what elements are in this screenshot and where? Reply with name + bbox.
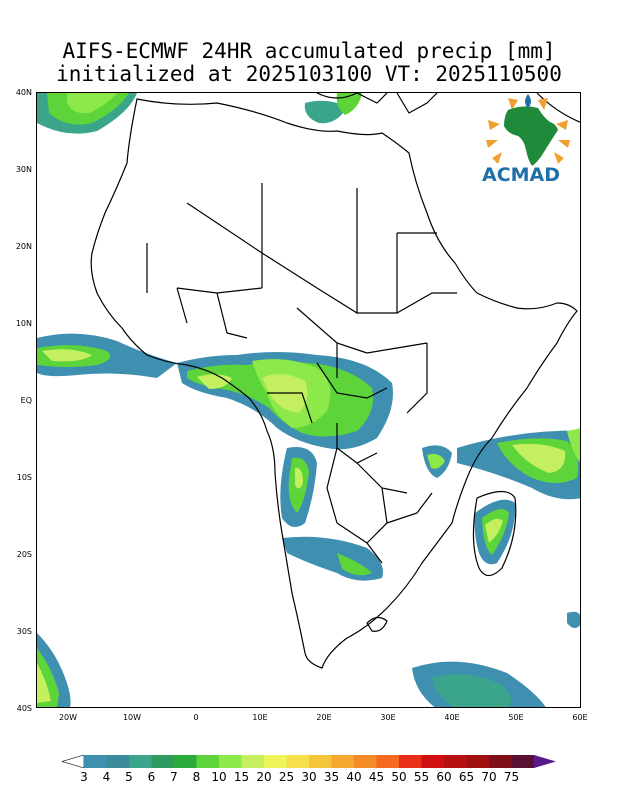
colorbar-label: 30 <box>301 770 317 784</box>
colorbar-segment <box>331 755 355 768</box>
colorbar-label: 7 <box>170 770 178 784</box>
colorbar-segment <box>444 755 467 768</box>
lat-label-30n: 30N <box>15 165 32 174</box>
colorbar-label: 6 <box>147 770 156 784</box>
colorbar-segment <box>354 755 377 768</box>
coastlines <box>90 93 580 669</box>
colorbar-label: 45 <box>368 770 385 784</box>
colorbar-segment <box>241 755 265 768</box>
colorbar-segment <box>511 755 535 768</box>
colorbar-segment <box>219 755 242 768</box>
colorbar-segment <box>196 755 220 768</box>
colorbar-segment <box>376 755 400 768</box>
lat-label-10n: 10N <box>15 319 32 328</box>
colorbar <box>62 755 556 768</box>
colorbar-label: 4 <box>102 770 111 784</box>
lon-label-60e: 60E <box>572 713 588 722</box>
map-title-line1: AIFS-ECMWF 24HR accumulated precip [mm] <box>62 39 556 63</box>
lon-label-40e: 40E <box>444 713 460 722</box>
colorbar-segment <box>174 755 197 768</box>
colorbar-label: 5 <box>125 770 133 784</box>
colorbar-label: 60 <box>436 770 452 784</box>
lat-label-30s: 30S <box>16 627 32 636</box>
colorbar-segment <box>399 755 422 768</box>
colorbar-label: 20 <box>256 770 272 784</box>
lon-label-30e: 30E <box>380 713 396 722</box>
colorbar-segment <box>309 755 332 768</box>
colorbar-low-arrow <box>62 755 85 768</box>
colorbar-segment <box>264 755 287 768</box>
colorbar-label: 10 <box>211 770 227 784</box>
lon-label-10e: 10E <box>252 713 268 722</box>
map-title-line2: initialized at 2025103100 VT: 2025110500 <box>56 62 562 86</box>
lon-label-50e: 50E <box>508 713 524 722</box>
colorbar-label: 15 <box>233 770 250 784</box>
colorbar-segment <box>129 755 152 768</box>
lon-label-20e: 20E <box>316 713 332 722</box>
colorbar-segment <box>84 755 107 768</box>
lat-label-40s: 40S <box>16 704 32 713</box>
lat-label-10s: 10S <box>16 473 32 482</box>
lon-label-20w: 20W <box>58 713 78 722</box>
colorbar-label: 25 <box>278 770 295 784</box>
lat-label-eq: EQ <box>20 396 32 405</box>
colorbar-label: 75 <box>503 770 520 784</box>
colorbar-label: 40 <box>346 770 362 784</box>
lon-label-10w: 10W <box>122 713 142 722</box>
colorbar-label: 8 <box>192 770 201 784</box>
colorbar-label: 3 <box>80 770 88 784</box>
lat-label-20s: 20S <box>16 550 32 559</box>
colorbar-label: 65 <box>458 770 475 784</box>
africa-map-logo-icon <box>486 94 570 166</box>
lat-label-20n: 20N <box>15 242 32 251</box>
lat-label-40n: 40N <box>15 88 32 97</box>
map-frame <box>36 92 581 708</box>
precip-map <box>37 93 580 707</box>
colorbar-segment <box>106 755 130 768</box>
lon-label-0: 0 <box>193 713 199 722</box>
colorbar-label: 70 <box>481 770 497 784</box>
colorbar-label: 35 <box>323 770 340 784</box>
colorbar-high-arrow <box>534 755 556 768</box>
acmad-logo-text: ACMAD <box>482 164 561 186</box>
colorbar-segment <box>151 755 175 768</box>
colorbar-segment <box>489 755 512 768</box>
colorbar-segment <box>421 755 445 768</box>
colorbar-segment <box>286 755 310 768</box>
colorbar-label: 55 <box>413 770 430 784</box>
colorbar-label: 50 <box>391 770 407 784</box>
colorbar-segment <box>466 755 490 768</box>
